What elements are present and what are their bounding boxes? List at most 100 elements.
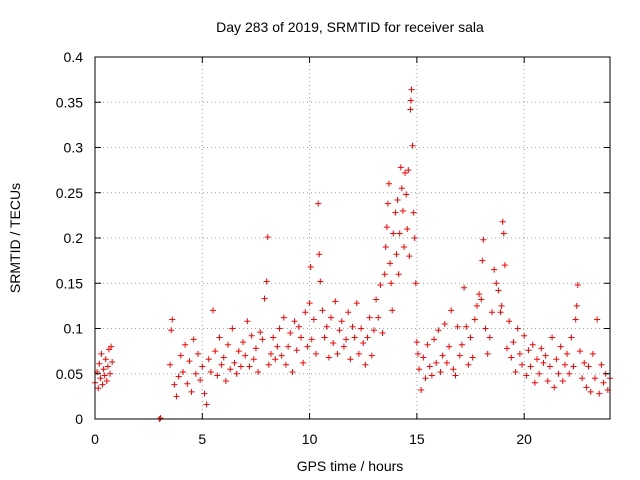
data-point xyxy=(338,318,345,325)
data-point xyxy=(274,343,281,350)
data-point xyxy=(313,350,320,357)
data-point xyxy=(426,363,433,370)
data-point xyxy=(585,363,592,370)
data-point xyxy=(295,323,302,330)
data-point xyxy=(387,260,394,267)
data-point xyxy=(506,318,513,325)
data-point xyxy=(300,359,307,366)
data-point xyxy=(404,225,411,232)
data-point xyxy=(437,368,444,375)
x-axis-label: GPS time / hours xyxy=(297,458,404,474)
data-point xyxy=(491,266,498,273)
data-point xyxy=(510,339,517,346)
data-point xyxy=(103,377,110,384)
data-point xyxy=(450,366,457,373)
data-point xyxy=(237,363,244,370)
data-point xyxy=(347,356,354,363)
data-point xyxy=(272,356,279,363)
data-point xyxy=(340,343,347,350)
data-point xyxy=(186,358,193,365)
data-point xyxy=(412,280,419,287)
data-point xyxy=(289,368,296,375)
x-tick-label: 15 xyxy=(409,431,425,447)
data-point xyxy=(216,334,223,341)
data-point xyxy=(568,334,575,341)
data-point xyxy=(259,336,266,343)
data-point xyxy=(384,200,391,207)
axis-ticks xyxy=(94,56,610,420)
data-point xyxy=(591,375,598,382)
data-point xyxy=(399,207,406,214)
data-point xyxy=(476,291,483,298)
data-point xyxy=(456,352,463,359)
data-point xyxy=(527,363,534,370)
data-point xyxy=(168,327,175,334)
data-point xyxy=(428,372,435,379)
y-tick-label: 0.15 xyxy=(56,275,83,291)
data-point xyxy=(255,368,262,375)
data-point xyxy=(431,336,438,343)
data-point xyxy=(467,334,474,341)
data-point xyxy=(381,271,388,278)
data-point xyxy=(536,370,543,377)
data-point xyxy=(564,350,571,357)
data-point xyxy=(414,350,421,357)
x-tick-label: 20 xyxy=(516,431,532,447)
data-point xyxy=(199,363,206,370)
data-point xyxy=(197,377,204,384)
data-point xyxy=(240,339,247,346)
data-point xyxy=(413,339,420,346)
data-point xyxy=(549,334,556,341)
data-point xyxy=(101,372,108,379)
data-point xyxy=(334,350,341,357)
data-point xyxy=(184,380,191,387)
x-tick-label: 5 xyxy=(198,431,206,447)
data-point xyxy=(529,341,536,348)
data-point xyxy=(441,320,448,327)
data-point xyxy=(107,370,114,377)
x-tick-labels: 0 5 10 15 20 xyxy=(91,431,532,447)
data-point xyxy=(422,375,429,382)
data-point xyxy=(315,200,322,207)
data-point xyxy=(270,334,277,341)
data-point xyxy=(306,300,313,307)
data-point xyxy=(319,307,326,314)
data-point xyxy=(406,253,413,260)
data-point xyxy=(443,359,450,366)
data-point xyxy=(473,302,480,309)
data-point xyxy=(553,356,560,363)
data-point xyxy=(282,361,289,368)
data-point xyxy=(212,348,219,355)
data-point xyxy=(497,309,504,316)
y-tick-label: 0.05 xyxy=(56,366,83,382)
data-point xyxy=(581,359,588,366)
data-point xyxy=(293,347,300,354)
data-point xyxy=(177,352,184,359)
data-point xyxy=(596,390,603,397)
data-point xyxy=(330,339,337,346)
data-point xyxy=(267,350,274,357)
data-point xyxy=(276,325,283,332)
chart-title: Day 283 of 2019, SRMTID for receiver sal… xyxy=(216,19,484,35)
data-point xyxy=(501,262,508,269)
data-point xyxy=(385,180,392,187)
data-point xyxy=(498,302,505,309)
data-point xyxy=(458,341,465,348)
data-point xyxy=(242,352,249,359)
data-point xyxy=(373,296,380,303)
data-point xyxy=(388,280,395,287)
data-point xyxy=(424,341,431,348)
data-point xyxy=(195,350,201,357)
data-point xyxy=(480,236,487,243)
data-point xyxy=(229,325,236,332)
data-point xyxy=(325,354,332,361)
data-point xyxy=(521,332,528,339)
data-point xyxy=(233,370,240,377)
data-point xyxy=(244,318,251,325)
data-point xyxy=(98,350,105,357)
data-point xyxy=(410,209,417,216)
data-point xyxy=(179,368,186,375)
data-point xyxy=(557,343,564,350)
data-point xyxy=(328,314,335,321)
